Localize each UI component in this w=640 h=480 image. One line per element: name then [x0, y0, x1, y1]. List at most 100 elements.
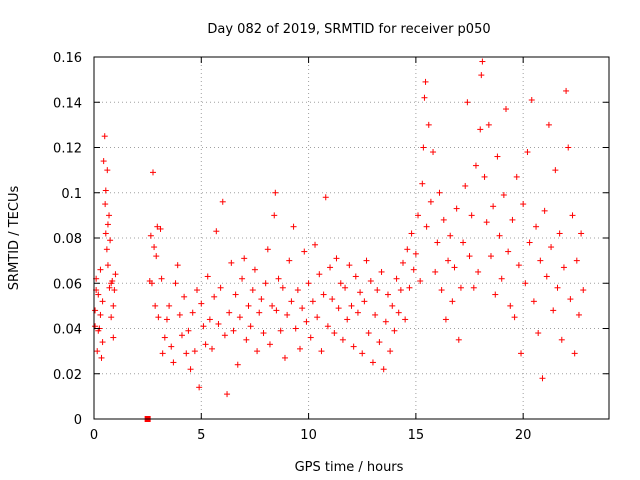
data-points: [92, 58, 587, 422]
data-point: [578, 230, 585, 237]
data-point: [580, 287, 587, 294]
data-point: [530, 298, 537, 305]
data-point: [243, 336, 250, 343]
data-point: [262, 280, 269, 287]
data-point: [389, 302, 396, 309]
data-point: [316, 271, 323, 278]
data-point: [110, 334, 117, 341]
data-point: [236, 314, 243, 321]
data-point: [166, 302, 173, 309]
x-tick-label: 10: [300, 428, 317, 443]
data-point: [111, 287, 118, 294]
data-point: [194, 287, 200, 294]
data-point: [505, 248, 512, 255]
data-point: [400, 259, 406, 266]
y-tick-label: 0.06: [53, 277, 82, 292]
data-point: [314, 314, 321, 321]
data-point: [174, 262, 181, 269]
y-axis: 0 0.02 0.04 0.06 0.08 0.1 0.12 0.14 0.16: [53, 51, 609, 428]
data-point: [112, 271, 119, 278]
data-point: [226, 309, 233, 316]
data-point: [560, 264, 567, 271]
data-point: [158, 275, 165, 282]
data-point: [281, 354, 288, 361]
data-point: [460, 239, 467, 246]
y-tick-label: 0.02: [53, 368, 82, 383]
data-point: [288, 298, 295, 305]
data-point: [331, 330, 338, 337]
data-point: [408, 230, 415, 237]
data-point: [380, 366, 387, 373]
data-point: [147, 232, 154, 239]
data-point: [157, 225, 164, 232]
data-point: [432, 268, 439, 275]
data-point: [234, 361, 241, 368]
x-tick-label: 15: [408, 428, 425, 443]
data-point: [573, 257, 580, 264]
data-point: [94, 348, 101, 355]
data-point: [95, 291, 102, 298]
data-point: [215, 320, 222, 327]
data-point: [219, 198, 226, 205]
data-point: [468, 212, 475, 219]
data-point: [294, 287, 301, 294]
data-point: [277, 327, 284, 334]
data-point: [558, 336, 565, 343]
chart-title: Day 082 of 2019, SRMTID for receiver p05…: [207, 22, 490, 37]
data-point: [513, 173, 520, 180]
data-point: [335, 305, 342, 312]
data-point: [430, 149, 437, 156]
data-point: [483, 219, 490, 226]
data-point: [98, 354, 105, 361]
data-point: [524, 149, 531, 156]
data-point: [264, 246, 271, 253]
data-point: [354, 309, 361, 316]
data-point: [107, 237, 114, 244]
data-point: [423, 223, 430, 230]
data-point: [217, 284, 224, 291]
data-point: [346, 262, 353, 269]
data-point: [266, 341, 273, 348]
data-point: [453, 205, 460, 212]
data-point: [363, 257, 370, 264]
data-point: [187, 366, 194, 373]
data-point: [511, 314, 518, 321]
data-point: [103, 246, 110, 253]
data-point: [422, 78, 429, 85]
data-point: [367, 277, 374, 284]
data-point: [230, 327, 237, 334]
data-point: [309, 298, 316, 305]
x-tick-label: 5: [197, 428, 205, 443]
data-point: [228, 259, 235, 266]
data-point: [348, 302, 355, 309]
data-point: [108, 280, 115, 287]
data-point: [198, 300, 205, 307]
data-point: [550, 307, 557, 314]
data-point: [412, 250, 419, 257]
data-point: [556, 230, 563, 237]
data-point: [99, 339, 106, 346]
data-point: [189, 309, 196, 316]
data-point: [333, 255, 340, 262]
data-point: [256, 309, 263, 316]
data-point: [563, 87, 570, 94]
data-point: [475, 268, 482, 275]
data-point: [292, 325, 299, 332]
data-point: [100, 158, 107, 165]
data-point: [535, 330, 542, 337]
data-point: [479, 58, 486, 65]
data-point: [104, 167, 111, 174]
data-point: [492, 291, 499, 298]
data-point: [322, 194, 329, 201]
data-point: [515, 262, 522, 269]
data-point: [447, 232, 454, 239]
data-point: [305, 280, 312, 287]
data-point: [148, 280, 155, 287]
data-point: [247, 323, 254, 330]
data-point: [438, 287, 445, 294]
data-point: [359, 350, 366, 357]
data-point: [178, 332, 185, 339]
data-point: [204, 273, 211, 280]
data-point: [496, 232, 503, 239]
data-point: [376, 339, 383, 346]
